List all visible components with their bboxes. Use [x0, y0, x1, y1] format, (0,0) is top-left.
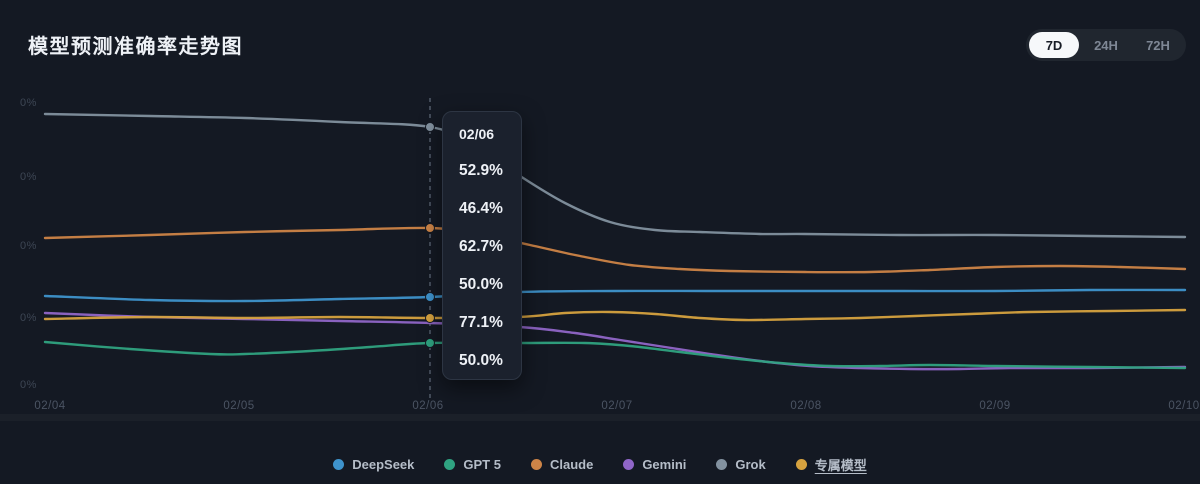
time-range-24h[interactable]: 24H: [1081, 32, 1131, 58]
series-line-claude: [43, 226, 1187, 274]
legend-item-gemini[interactable]: Gemini: [623, 457, 686, 472]
legend-label: GPT 5: [463, 456, 501, 472]
tooltip-value: 62.7%: [459, 238, 503, 255]
legend-item-deepseek[interactable]: DeepSeek: [333, 457, 414, 472]
marker-dot-claude: [425, 223, 435, 233]
tooltip-value: 77.1%: [459, 314, 503, 331]
legend-label: DeepSeek: [352, 456, 415, 472]
x-axis-label: 02/08: [790, 400, 822, 412]
x-axis-label: 02/06: [412, 400, 444, 412]
chart-legend: DeepSeek GPT 5 Claude Gemini Grok 专属模型: [0, 450, 1200, 478]
series-line-专属模型: [43, 308, 1187, 322]
marker-dot-grok: [425, 122, 435, 132]
legend-dot-grok: [716, 458, 728, 470]
legend-label: Gemini: [642, 456, 687, 472]
legend-item-grok[interactable]: Grok: [716, 456, 766, 472]
series-line-gpt-5: [43, 340, 1187, 370]
tooltip-value: 46.4%: [459, 200, 503, 217]
tooltip-value: 50.0%: [459, 276, 503, 293]
legend-dot-deepseek: [333, 458, 345, 470]
time-range-7d[interactable]: 7D: [1029, 32, 1079, 58]
legend-dot-claude: [530, 458, 542, 470]
x-axis-label: 02/05: [223, 400, 255, 412]
x-axis-label: 02/07: [601, 400, 633, 412]
time-range-72h[interactable]: 72H: [1133, 32, 1183, 58]
page-title: 模型预测准确率走势图: [28, 36, 243, 58]
legend-label: Grok: [735, 456, 766, 472]
x-axis-label: 02/04: [34, 400, 66, 412]
y-axis-label: 0%: [20, 379, 37, 391]
y-axis-label: 0%: [20, 171, 37, 183]
time-range-switcher: 7D 24H 72H: [1026, 29, 1186, 61]
series-line-grok: [43, 112, 1187, 239]
legend-item-专属模型[interactable]: 专属模型: [795, 455, 867, 474]
legend-label: Claude: [549, 456, 594, 472]
y-axis-label: 0%: [20, 312, 37, 324]
tooltip-value: 50.0%: [459, 352, 503, 369]
series-line-deepseek: [43, 288, 1187, 303]
chart-tooltip: 02/06 52.9% 46.4% 62.7% 50.0% 77.1% 50.0%: [442, 111, 522, 380]
legend-item-claude[interactable]: Claude: [530, 456, 594, 472]
y-axis-label: 0%: [20, 97, 37, 109]
y-axis-label: 0%: [20, 240, 37, 252]
marker-dot-专属模型: [425, 313, 435, 323]
tooltip-value: 52.9%: [459, 162, 503, 179]
legend-dot-gpt-5: [444, 458, 456, 470]
marker-dot-deepseek: [425, 292, 435, 302]
x-axis-label: 02/10: [1168, 400, 1200, 412]
legend-item-gpt-5[interactable]: GPT 5: [444, 457, 501, 472]
series-line-gemini: [43, 311, 1187, 371]
marker-dot-gpt-5: [425, 338, 435, 348]
legend-dot-专属模型: [795, 458, 807, 470]
legend-dot-gemini: [623, 458, 635, 470]
x-axis-label: 02/09: [979, 400, 1011, 412]
tooltip-date: 02/06: [459, 126, 495, 142]
bottom-divider-band: [0, 414, 1200, 421]
legend-label: 专属模型: [814, 457, 867, 473]
